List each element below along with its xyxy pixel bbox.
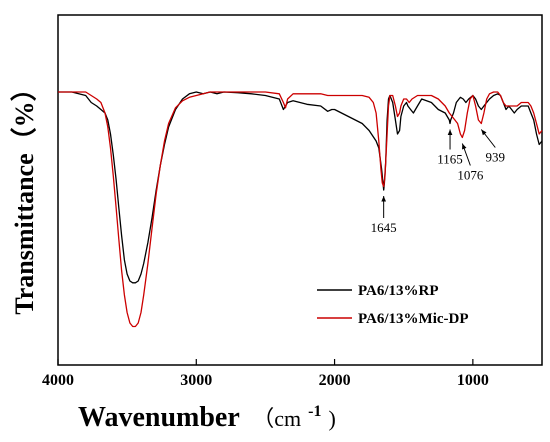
x-axis-title: Wavenumber （cm -1 )	[78, 392, 336, 433]
x-axis-title-unit-sup: -1	[308, 403, 321, 420]
annotation-arrowhead	[481, 129, 487, 136]
legend-label-rp: PA6/13%RP	[358, 283, 439, 299]
x-axis-title-main: Wavenumber	[78, 402, 239, 433]
annotation-arrowhead	[447, 129, 453, 136]
annotation-label: 1165	[437, 152, 463, 167]
y-axis-title: Transmittance（%）	[10, 75, 39, 314]
series-line-1	[58, 91, 543, 328]
x-axis-ticks: 4000 3000 2000 1000	[42, 359, 489, 389]
x-tick-label: 3000	[180, 372, 212, 389]
annotation-label: 1076	[457, 168, 484, 183]
series-line-0	[58, 91, 543, 284]
series-layer	[58, 91, 543, 328]
x-tick-label: 1000	[457, 372, 489, 389]
legend: PA6/13%RP PA6/13%Mic-DP	[317, 283, 469, 327]
x-tick-label: 2000	[319, 372, 351, 389]
legend-label-mic-dp: PA6/13%Mic-DP	[358, 311, 469, 327]
plot-frame	[57, 14, 543, 366]
annotation-arrowhead	[462, 143, 467, 150]
x-tick-label: 4000	[42, 372, 74, 389]
annotation-arrowhead	[381, 196, 386, 202]
x-axis-title-unit-close: )	[329, 406, 336, 431]
x-axis-title-unit-open: （cm	[252, 406, 301, 431]
annotation-label: 939	[486, 150, 506, 165]
annotation-label: 1645	[371, 220, 397, 235]
